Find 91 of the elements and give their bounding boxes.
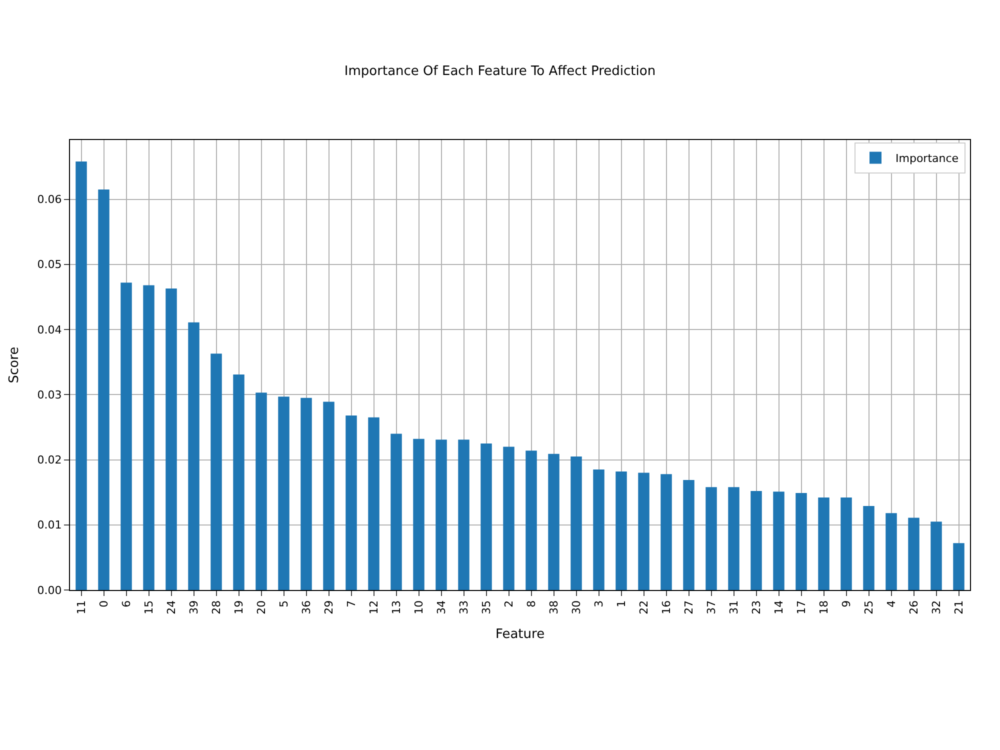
y-axis-title: Score — [7, 346, 22, 384]
bar — [683, 480, 694, 590]
y-tick-label: 0.00 — [37, 584, 62, 597]
bar — [166, 288, 177, 590]
bar — [526, 450, 537, 590]
x-tick-label: 9 — [840, 600, 853, 608]
y-tick-label: 0.02 — [37, 454, 62, 467]
x-tick-label: 4 — [884, 600, 898, 608]
x-tick-label: 23 — [750, 600, 763, 614]
x-tick-label: 34 — [434, 600, 448, 614]
bar — [98, 189, 110, 590]
bar — [436, 440, 447, 590]
x-tick-label: 35 — [480, 600, 493, 614]
y-tick-label: 0.05 — [37, 258, 62, 272]
bar — [233, 374, 244, 590]
x-tick-label: 30 — [570, 600, 583, 614]
x-tick-label: 38 — [547, 600, 560, 614]
x-tick-label: 1 — [614, 600, 628, 608]
x-tick-label: 26 — [907, 600, 920, 614]
x-tick-label: 3 — [592, 600, 606, 608]
x-tick-label: 7 — [344, 600, 358, 608]
bar — [548, 454, 560, 590]
bar — [480, 443, 492, 590]
bar — [368, 417, 380, 590]
y-tick-label: 0.01 — [37, 518, 62, 532]
bar — [570, 456, 582, 590]
x-tick-label: 17 — [794, 600, 808, 614]
bar — [323, 402, 334, 590]
bar — [616, 471, 627, 590]
bar — [188, 322, 200, 590]
y-tick-label: 0.04 — [37, 323, 62, 336]
bar — [660, 474, 672, 590]
y-tick-label: 0.06 — [37, 193, 62, 206]
x-tick-label: 25 — [862, 600, 876, 614]
bar — [503, 446, 514, 590]
bar — [750, 491, 762, 590]
x-tick-label: 2 — [502, 600, 516, 608]
bar — [256, 392, 267, 590]
x-tick-label: 15 — [142, 600, 156, 614]
bar — [593, 470, 604, 590]
x-tick-label: 39 — [187, 600, 200, 614]
bar — [300, 398, 312, 590]
bar — [886, 513, 897, 590]
bar — [840, 498, 852, 590]
bar — [346, 415, 357, 590]
y-tick-label: 0.03 — [37, 388, 62, 402]
bar — [796, 492, 807, 590]
x-tick-label: 22 — [637, 600, 650, 614]
x-tick-label: 27 — [682, 600, 696, 614]
x-tick-label: 29 — [322, 600, 336, 614]
x-axis-title: Feature — [495, 627, 545, 642]
x-tick-label: 5 — [277, 600, 290, 608]
x-tick-label: 14 — [772, 600, 786, 614]
x-tick-label: 6 — [120, 600, 133, 608]
x-tick-label: 21 — [952, 600, 966, 614]
bar — [210, 354, 222, 590]
x-tick-label: 13 — [390, 600, 403, 614]
bar — [638, 472, 650, 590]
x-tick-label: 33 — [457, 600, 470, 614]
bar — [413, 438, 424, 590]
x-tick-label: 11 — [74, 600, 88, 614]
bar — [953, 543, 964, 590]
bar — [120, 282, 132, 590]
bar — [390, 434, 402, 590]
chart-title: Importance Of Each Feature To Affect Prediction — [344, 64, 656, 79]
bar — [818, 498, 830, 590]
bar — [143, 285, 154, 590]
bar — [728, 487, 740, 590]
bar — [76, 161, 87, 590]
bar — [908, 518, 920, 590]
x-tick-label: 28 — [210, 600, 223, 614]
bar — [863, 506, 874, 590]
bar — [773, 492, 784, 590]
x-tick-label: 36 — [300, 600, 313, 614]
x-tick-label: 18 — [817, 600, 830, 614]
bar — [278, 396, 290, 590]
legend-label: Importance — [896, 152, 959, 166]
x-tick-label: 0 — [97, 600, 110, 608]
x-tick-label: 31 — [727, 600, 740, 614]
x-tick-label: 16 — [660, 600, 673, 614]
x-tick-label: 32 — [930, 600, 943, 614]
x-tick-label: 20 — [254, 600, 268, 614]
x-tick-label: 19 — [232, 600, 246, 614]
bar — [706, 487, 717, 590]
x-tick-label: 24 — [164, 600, 178, 614]
bar — [458, 440, 470, 590]
x-tick-label: 8 — [524, 600, 538, 608]
x-tick-label: 12 — [367, 600, 380, 614]
x-tick-label: 37 — [704, 600, 718, 614]
bar — [930, 522, 942, 590]
x-tick-label: 10 — [412, 600, 426, 614]
